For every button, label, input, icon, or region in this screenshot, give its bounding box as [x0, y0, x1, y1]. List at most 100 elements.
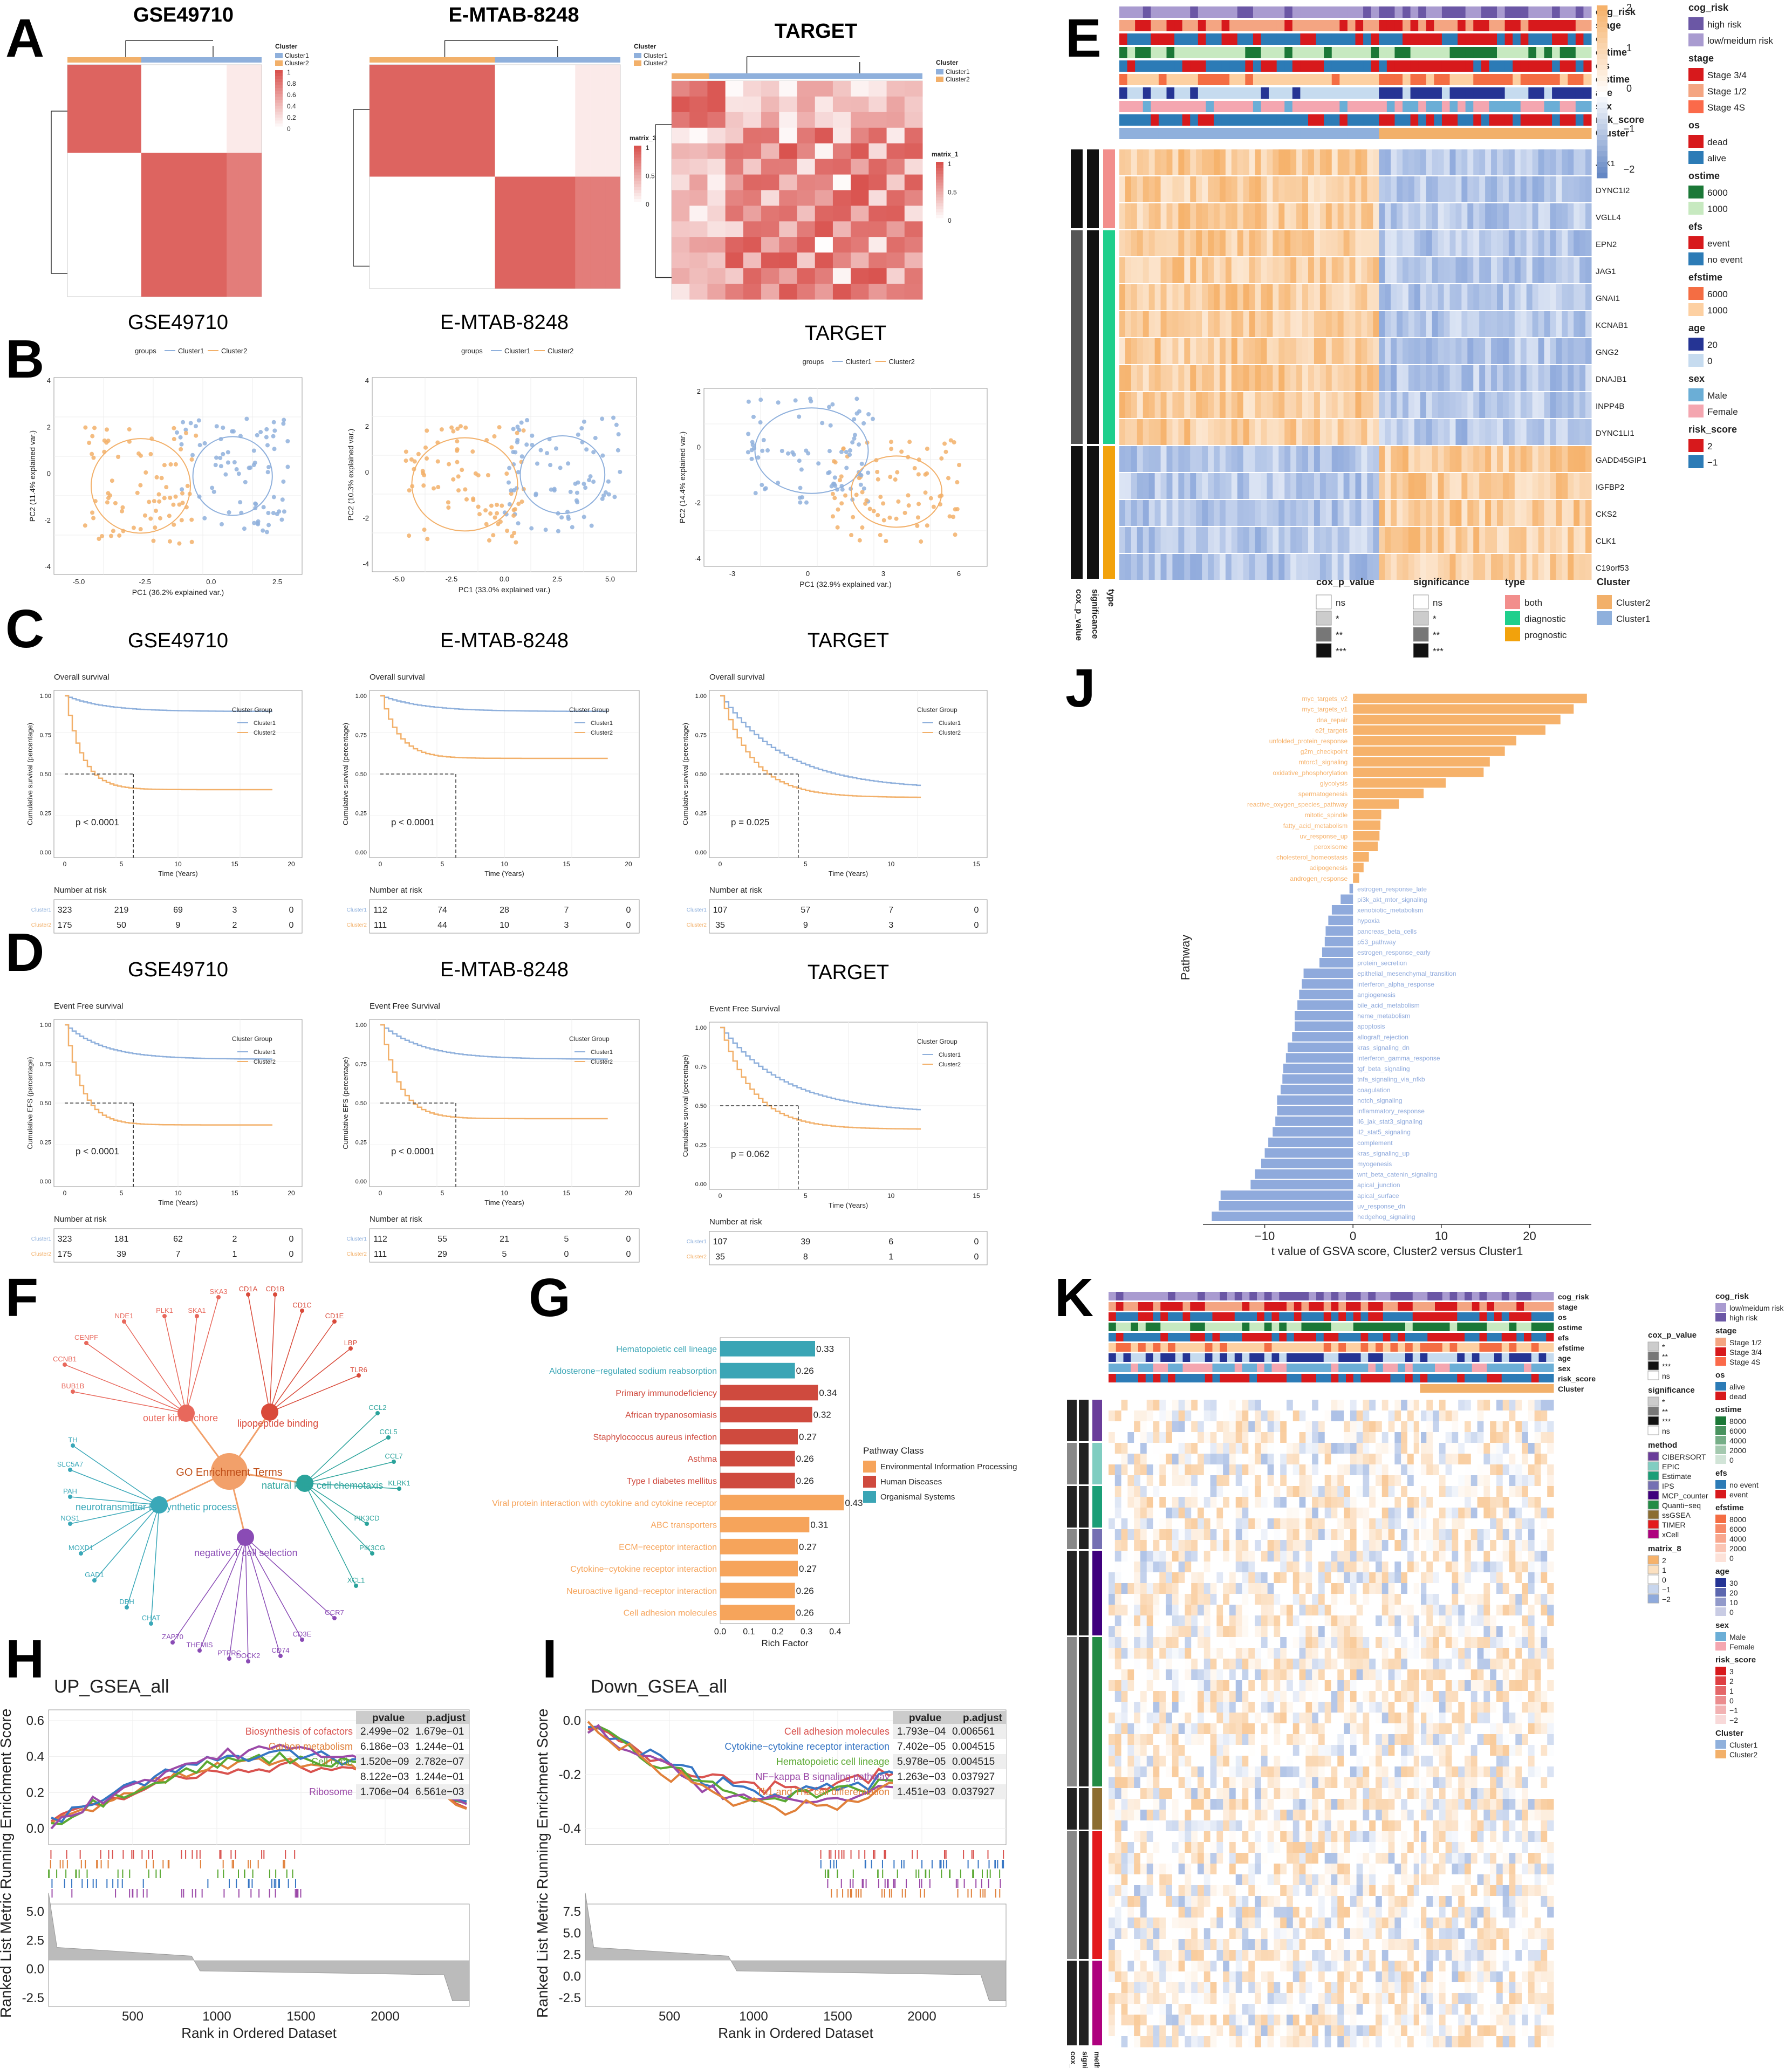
gene-cell — [1449, 500, 1456, 526]
gene-cell — [1532, 284, 1539, 310]
gene-cell — [1278, 419, 1285, 445]
panelD-legend-title-2: Cluster Group — [917, 1038, 957, 1045]
matrix-cell-2 — [815, 143, 833, 160]
gene-cell — [1143, 473, 1150, 499]
gene-cell — [1219, 419, 1226, 445]
matrix-cell-2 — [779, 268, 797, 284]
gene-cell — [1143, 365, 1150, 391]
gene-cell — [1184, 230, 1191, 256]
gene-cell — [1455, 149, 1462, 175]
gene-cell — [1538, 338, 1544, 364]
pca-point-2 — [749, 448, 754, 453]
annotation-cell-cog_risk — [1347, 6, 1356, 18]
k-heat-cell — [1394, 1454, 1401, 1465]
matrix-cell-2 — [707, 190, 726, 206]
panelC-ytick-0: 0.00 — [40, 850, 51, 856]
gene-cell — [1373, 392, 1379, 418]
pca-point-0 — [153, 525, 158, 530]
gsea-padj-0: 0.006561 — [952, 1726, 995, 1737]
annotation-cell-os — [1324, 33, 1332, 45]
gene-cell — [1225, 338, 1232, 364]
gene-cell — [1314, 365, 1321, 391]
panelF-term-3: negative T cell selection — [194, 1547, 297, 1558]
matrix-stripe-1-5 — [575, 65, 583, 289]
pca-point-2 — [746, 432, 751, 436]
k-annotation-cell — [1420, 1312, 1428, 1321]
annotation-cell-age — [1182, 87, 1191, 99]
gene-cell — [1166, 284, 1173, 310]
k-annotation-cell — [1249, 1384, 1257, 1393]
k-heat-cell — [1134, 1464, 1141, 1476]
scale-cell-0 — [275, 85, 283, 88]
gene-cell — [1249, 446, 1256, 472]
matrix-cell-2 — [689, 190, 708, 206]
k-annotation-cell — [1457, 1364, 1465, 1372]
gene-cell — [1154, 203, 1161, 229]
annotation-cell-efstime — [1158, 74, 1167, 85]
annotation-cell-ostime — [1214, 47, 1222, 58]
gene-cell — [1237, 419, 1244, 445]
panelG-cat-3: African trypanosomiasis — [625, 1411, 717, 1420]
annotation-cell-efs — [1552, 60, 1561, 72]
k-annotation-cell — [1175, 1323, 1183, 1331]
matrix-cell-2 — [725, 81, 744, 97]
gene-cell — [1125, 203, 1132, 229]
gene-cell — [1231, 311, 1238, 337]
k-heat-cell — [1433, 1454, 1440, 1465]
annotation-cell-ostime — [1363, 47, 1372, 58]
annotation-cell-stage — [1403, 20, 1411, 31]
gene-cell — [1308, 149, 1315, 175]
k-annotation-cell — [1338, 1364, 1346, 1372]
gene-cell — [1308, 203, 1315, 229]
matrix-cell-2 — [743, 81, 762, 97]
gsea-xlabel: Rank in Ordered Dataset — [718, 2025, 873, 2041]
k-annotation-cell — [1220, 1364, 1228, 1372]
k-annotation-cell — [1546, 1384, 1554, 1393]
gene-cell — [1502, 284, 1509, 310]
gene-cell — [1319, 284, 1326, 310]
annotation-cell-efstime — [1214, 74, 1222, 85]
matrix-cell-2 — [743, 221, 762, 237]
gsva-bar-dna_repair — [1353, 715, 1561, 724]
panelC-curve-c1-0 — [65, 695, 272, 713]
pca-point-0 — [174, 430, 179, 435]
k-heat-cell — [1376, 1475, 1383, 1487]
annotation-cell-age — [1229, 87, 1238, 99]
gene-cell — [1568, 446, 1574, 472]
panelE-legend-item-4-1: no event — [1707, 255, 1742, 265]
gsea-padj-1: 1.244e−01 — [415, 1741, 464, 1752]
panelI-title: Down_GSEA_all — [591, 1676, 727, 1697]
pca-point-2 — [760, 448, 765, 453]
annotation-cell-os — [1481, 33, 1489, 45]
gene-cell — [1391, 500, 1397, 526]
k-heat-cell — [1178, 1443, 1185, 1454]
k-heat-cell — [1127, 1432, 1134, 1443]
matrix-block-a-1 — [370, 65, 495, 177]
gene-cell — [1137, 419, 1144, 445]
k-heat-cell — [1369, 1464, 1376, 1476]
annotation-cell-cog_risk — [1190, 6, 1199, 18]
panelD-legend-c1-2: Cluster1 — [939, 1052, 961, 1058]
scale-cell-2 — [936, 212, 943, 216]
annotation-cell-Cluster — [1449, 128, 1458, 139]
panelD-ytick-2: 1.00 — [695, 1025, 707, 1031]
k-heat-cell — [1185, 1400, 1192, 1411]
panelE-scale-cell — [1597, 135, 1608, 141]
gene-cell — [1562, 365, 1568, 391]
panelC-risk-value-0: 69 — [173, 906, 183, 915]
panelG-cat-7: Viral protein interaction with cytokine … — [492, 1499, 717, 1508]
gene-cell — [1337, 176, 1344, 202]
gene-cell — [1485, 203, 1492, 229]
gene-cell — [1343, 446, 1350, 472]
gene-cell — [1508, 446, 1515, 472]
gene-cell — [1355, 527, 1362, 553]
gene-cell — [1219, 500, 1226, 526]
panelE-scale-cell — [1597, 43, 1608, 49]
k-heat-cell — [1381, 1400, 1389, 1411]
gene-cell — [1526, 446, 1533, 472]
gene-cell — [1414, 338, 1421, 364]
gene-cell — [1166, 527, 1173, 553]
k-heat-cell — [1274, 1400, 1281, 1411]
annotation-cell-stage — [1292, 20, 1301, 31]
k-heat-cell — [1242, 1475, 1249, 1487]
